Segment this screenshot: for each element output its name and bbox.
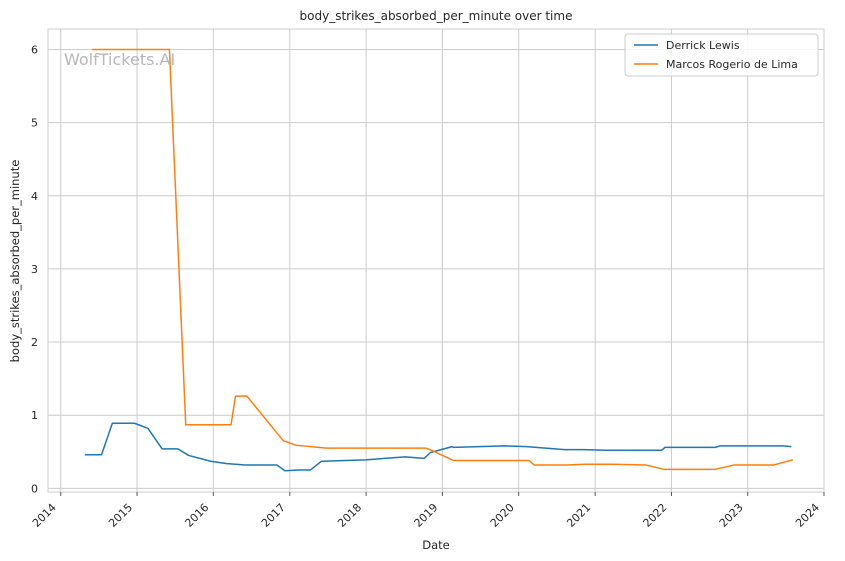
series-layer: [84, 48, 794, 472]
watermark-text: WolfTickets.AI: [64, 50, 175, 69]
legend-entry-derrick-lewis: Derrick Lewis: [666, 39, 740, 52]
legend-box: [624, 33, 819, 77]
y-axis-ticks: 0 1 2 3 4 5 6: [31, 43, 38, 495]
y-tick-label: 5: [31, 117, 38, 130]
series-line-derrick-lewis: [84, 422, 792, 472]
legend: Derrick Lewis Marcos Rogerio de Lima: [624, 33, 819, 77]
y-tick-label: 3: [31, 263, 38, 276]
legend-entry-marcos-rogerio-de-lima: Marcos Rogerio de Lima: [666, 58, 798, 71]
x-axis-label: Date: [422, 538, 450, 552]
grid-lines: [48, 29, 825, 492]
plot-frame: [47, 28, 825, 493]
chart-title: body_strikes_absorbed_per_minute over ti…: [300, 9, 573, 23]
plot-area: [48, 29, 824, 492]
y-tick-label: 6: [31, 43, 38, 56]
y-tick-label: 4: [31, 190, 38, 203]
y-tick-label: 2: [31, 336, 38, 349]
y-tick-label: 0: [31, 482, 38, 495]
series-line-marcos-rogerio-de-lima: [92, 48, 794, 471]
y-tick-label: 1: [31, 409, 38, 422]
y-axis-label: body_strikes_absorbed_per_minute: [8, 160, 22, 363]
